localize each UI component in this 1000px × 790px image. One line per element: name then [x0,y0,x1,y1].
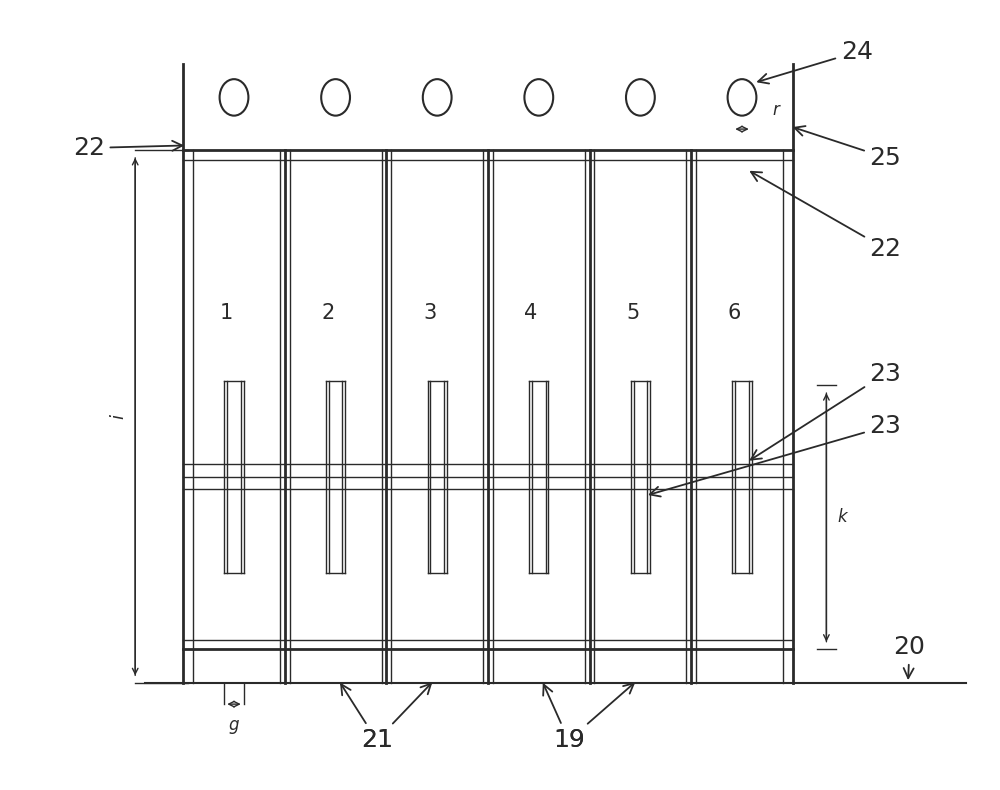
Text: 20: 20 [894,635,925,678]
Ellipse shape [321,79,350,115]
Text: 6: 6 [728,303,741,323]
Text: 23: 23 [751,362,901,460]
Text: 4: 4 [524,303,538,323]
Text: 24: 24 [758,40,873,84]
Ellipse shape [524,79,553,115]
Text: 21: 21 [361,683,431,752]
Ellipse shape [728,79,756,115]
Text: r: r [772,101,779,119]
Text: 1: 1 [220,303,233,323]
Text: 21: 21 [341,684,393,752]
Text: 3: 3 [423,303,436,323]
Text: 5: 5 [626,303,639,323]
Text: 19: 19 [553,683,634,752]
Text: 22: 22 [751,171,902,261]
Text: k: k [838,509,848,526]
Ellipse shape [626,79,655,115]
Text: 25: 25 [794,126,901,170]
Text: 2: 2 [321,303,335,323]
Ellipse shape [220,79,248,115]
Text: 19: 19 [543,684,585,752]
Ellipse shape [423,79,452,115]
Text: i: i [109,414,127,419]
Text: 22: 22 [73,136,182,160]
Text: g: g [229,716,239,734]
Text: 23: 23 [650,415,901,496]
